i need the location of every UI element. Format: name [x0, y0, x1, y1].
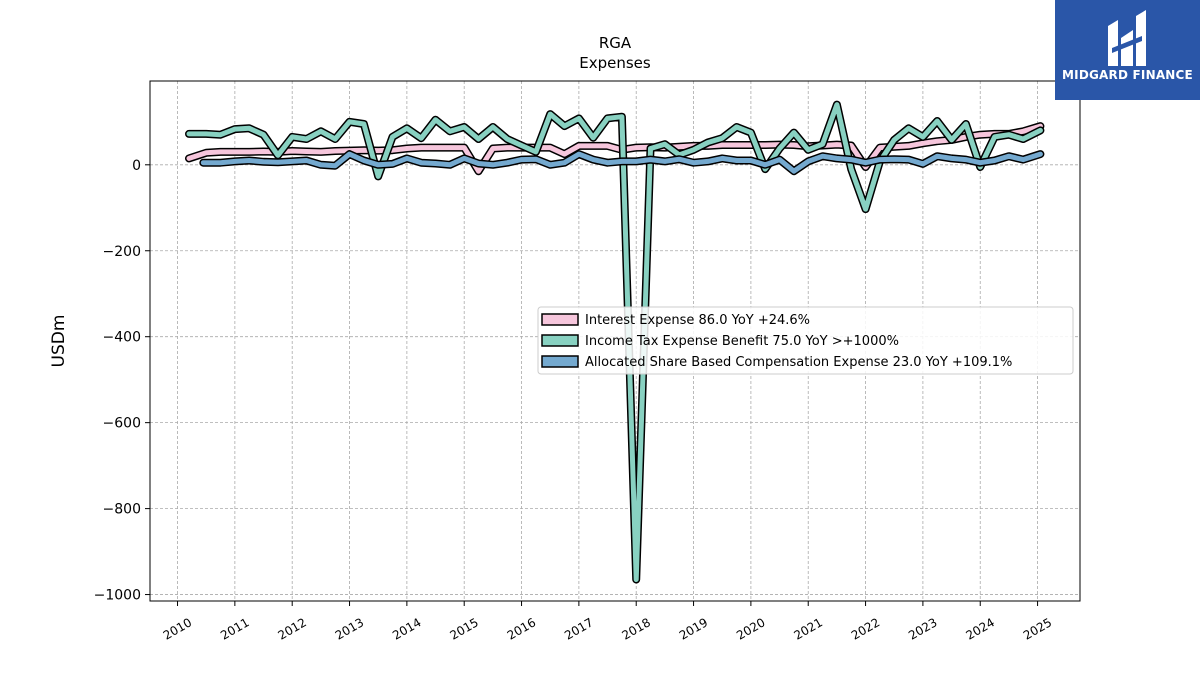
legend-label-1: Interest Expense 86.0 YoY +24.6%: [585, 313, 810, 328]
x-tick-label: 2010: [161, 615, 194, 642]
midgard-logo-icon: [1108, 10, 1146, 66]
series-3-line: [199, 150, 1045, 176]
legend: Interest Expense 86.0 YoY +24.6% Income T…: [537, 306, 1074, 375]
legend-swatch-2: [541, 334, 579, 347]
series-1-stroke: [186, 123, 1043, 174]
series-3-stroke: [200, 151, 1043, 174]
y-tick-label: −400: [103, 330, 141, 346]
x-tick-label: 2016: [505, 615, 538, 642]
y-axis-label: USDm: [49, 315, 69, 368]
legend-swatch-3: [541, 355, 579, 368]
axis-ticks: 0 −200 −400 −600 −800 −1000 2010 2011 2012 2013 20…: [94, 158, 1055, 643]
x-tick-label: 2015: [447, 615, 480, 642]
legend-box: [537, 306, 1074, 375]
series-1-line: [185, 122, 1045, 176]
x-tick-label: 2012: [275, 615, 308, 642]
x-tick-label: 2025: [1021, 615, 1054, 642]
chart-title: RGA: [599, 34, 632, 52]
y-tick-label: −600: [103, 416, 141, 432]
brand-logo: MIDGARD FINANCE: [1055, 0, 1200, 100]
plot-frame: [149, 80, 1081, 602]
legend-label-3: Allocated Share Based Compensation Expen…: [585, 355, 1012, 370]
x-tick-label: 2013: [333, 615, 366, 642]
x-tick-label: 2017: [562, 615, 595, 642]
x-tick-label: 2019: [677, 615, 710, 642]
y-tick-label: −1000: [94, 588, 141, 604]
x-tick-label: 2020: [734, 615, 767, 642]
series-lines: [185, 100, 1045, 584]
y-tick-label: −800: [103, 502, 141, 518]
y-tick-label: −200: [103, 244, 141, 260]
x-tick-label: 2018: [619, 615, 652, 642]
brand-name: MIDGARD FINANCE: [1062, 68, 1193, 82]
x-tick-label: 2014: [390, 615, 423, 642]
x-tick-label: 2023: [906, 615, 939, 642]
x-tick-label: 2022: [849, 615, 882, 642]
legend-swatch-1: [541, 313, 579, 326]
x-tick-label: 2021: [791, 615, 824, 642]
x-tick-label: 2024: [964, 615, 997, 642]
legend-label-2: Income Tax Expense Benefit 75.0 YoY >+10…: [585, 334, 899, 349]
series-2-stroke: [186, 102, 1043, 582]
chart-subtitle: Expenses: [579, 54, 651, 72]
series-2-line: [185, 100, 1045, 584]
y-tick-label: 0: [132, 158, 141, 174]
x-tick-label: 2011: [218, 615, 251, 642]
